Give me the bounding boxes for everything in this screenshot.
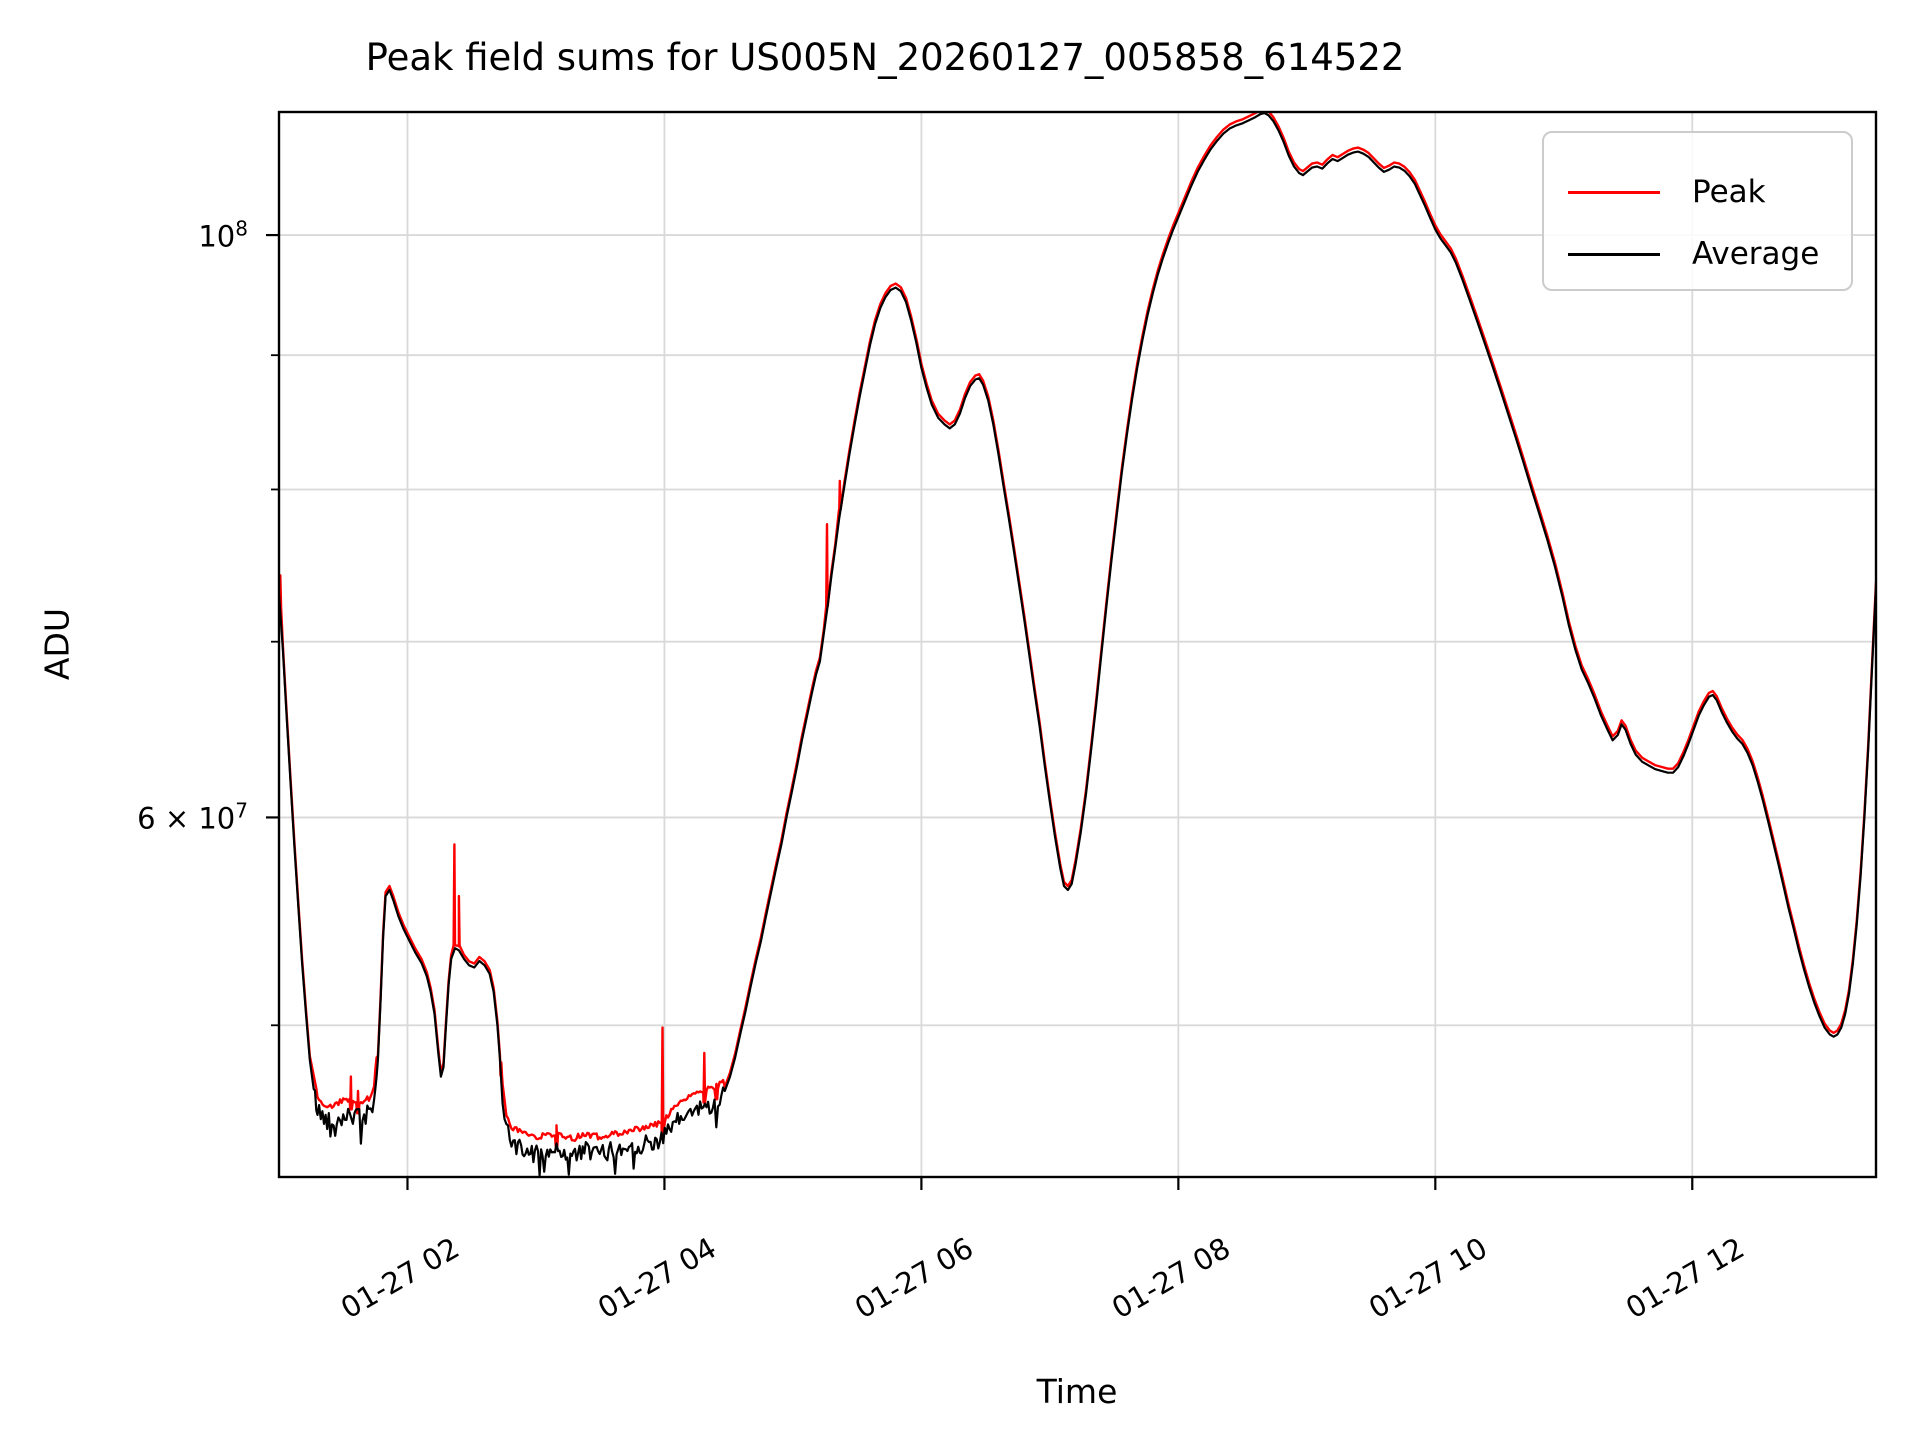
x-axis-label: Time: [1036, 1372, 1118, 1411]
y-tick-label-6e7: 6 × 107: [137, 798, 248, 836]
chart-title: Peak field sums for US005N_20260127_0058…: [365, 36, 1405, 79]
peak-line-sample: [1568, 190, 1660, 194]
average-series-path: [279, 112, 1876, 1177]
legend: Peak Average: [1542, 131, 1853, 291]
plot-border: [277, 110, 1878, 1179]
legend-item-average: Average: [1568, 236, 1820, 272]
average-line-sample: [1568, 252, 1660, 256]
peak-series-path: [279, 112, 1876, 1148]
axis-ticks: [266, 233, 1694, 1190]
y-axis-label: ADU: [37, 607, 77, 681]
legend-item-peak: Peak: [1568, 174, 1766, 210]
legend-label-peak: Peak: [1692, 174, 1766, 210]
legend-label-average: Average: [1692, 236, 1820, 272]
y-tick-label-1e8: 108: [198, 216, 248, 254]
